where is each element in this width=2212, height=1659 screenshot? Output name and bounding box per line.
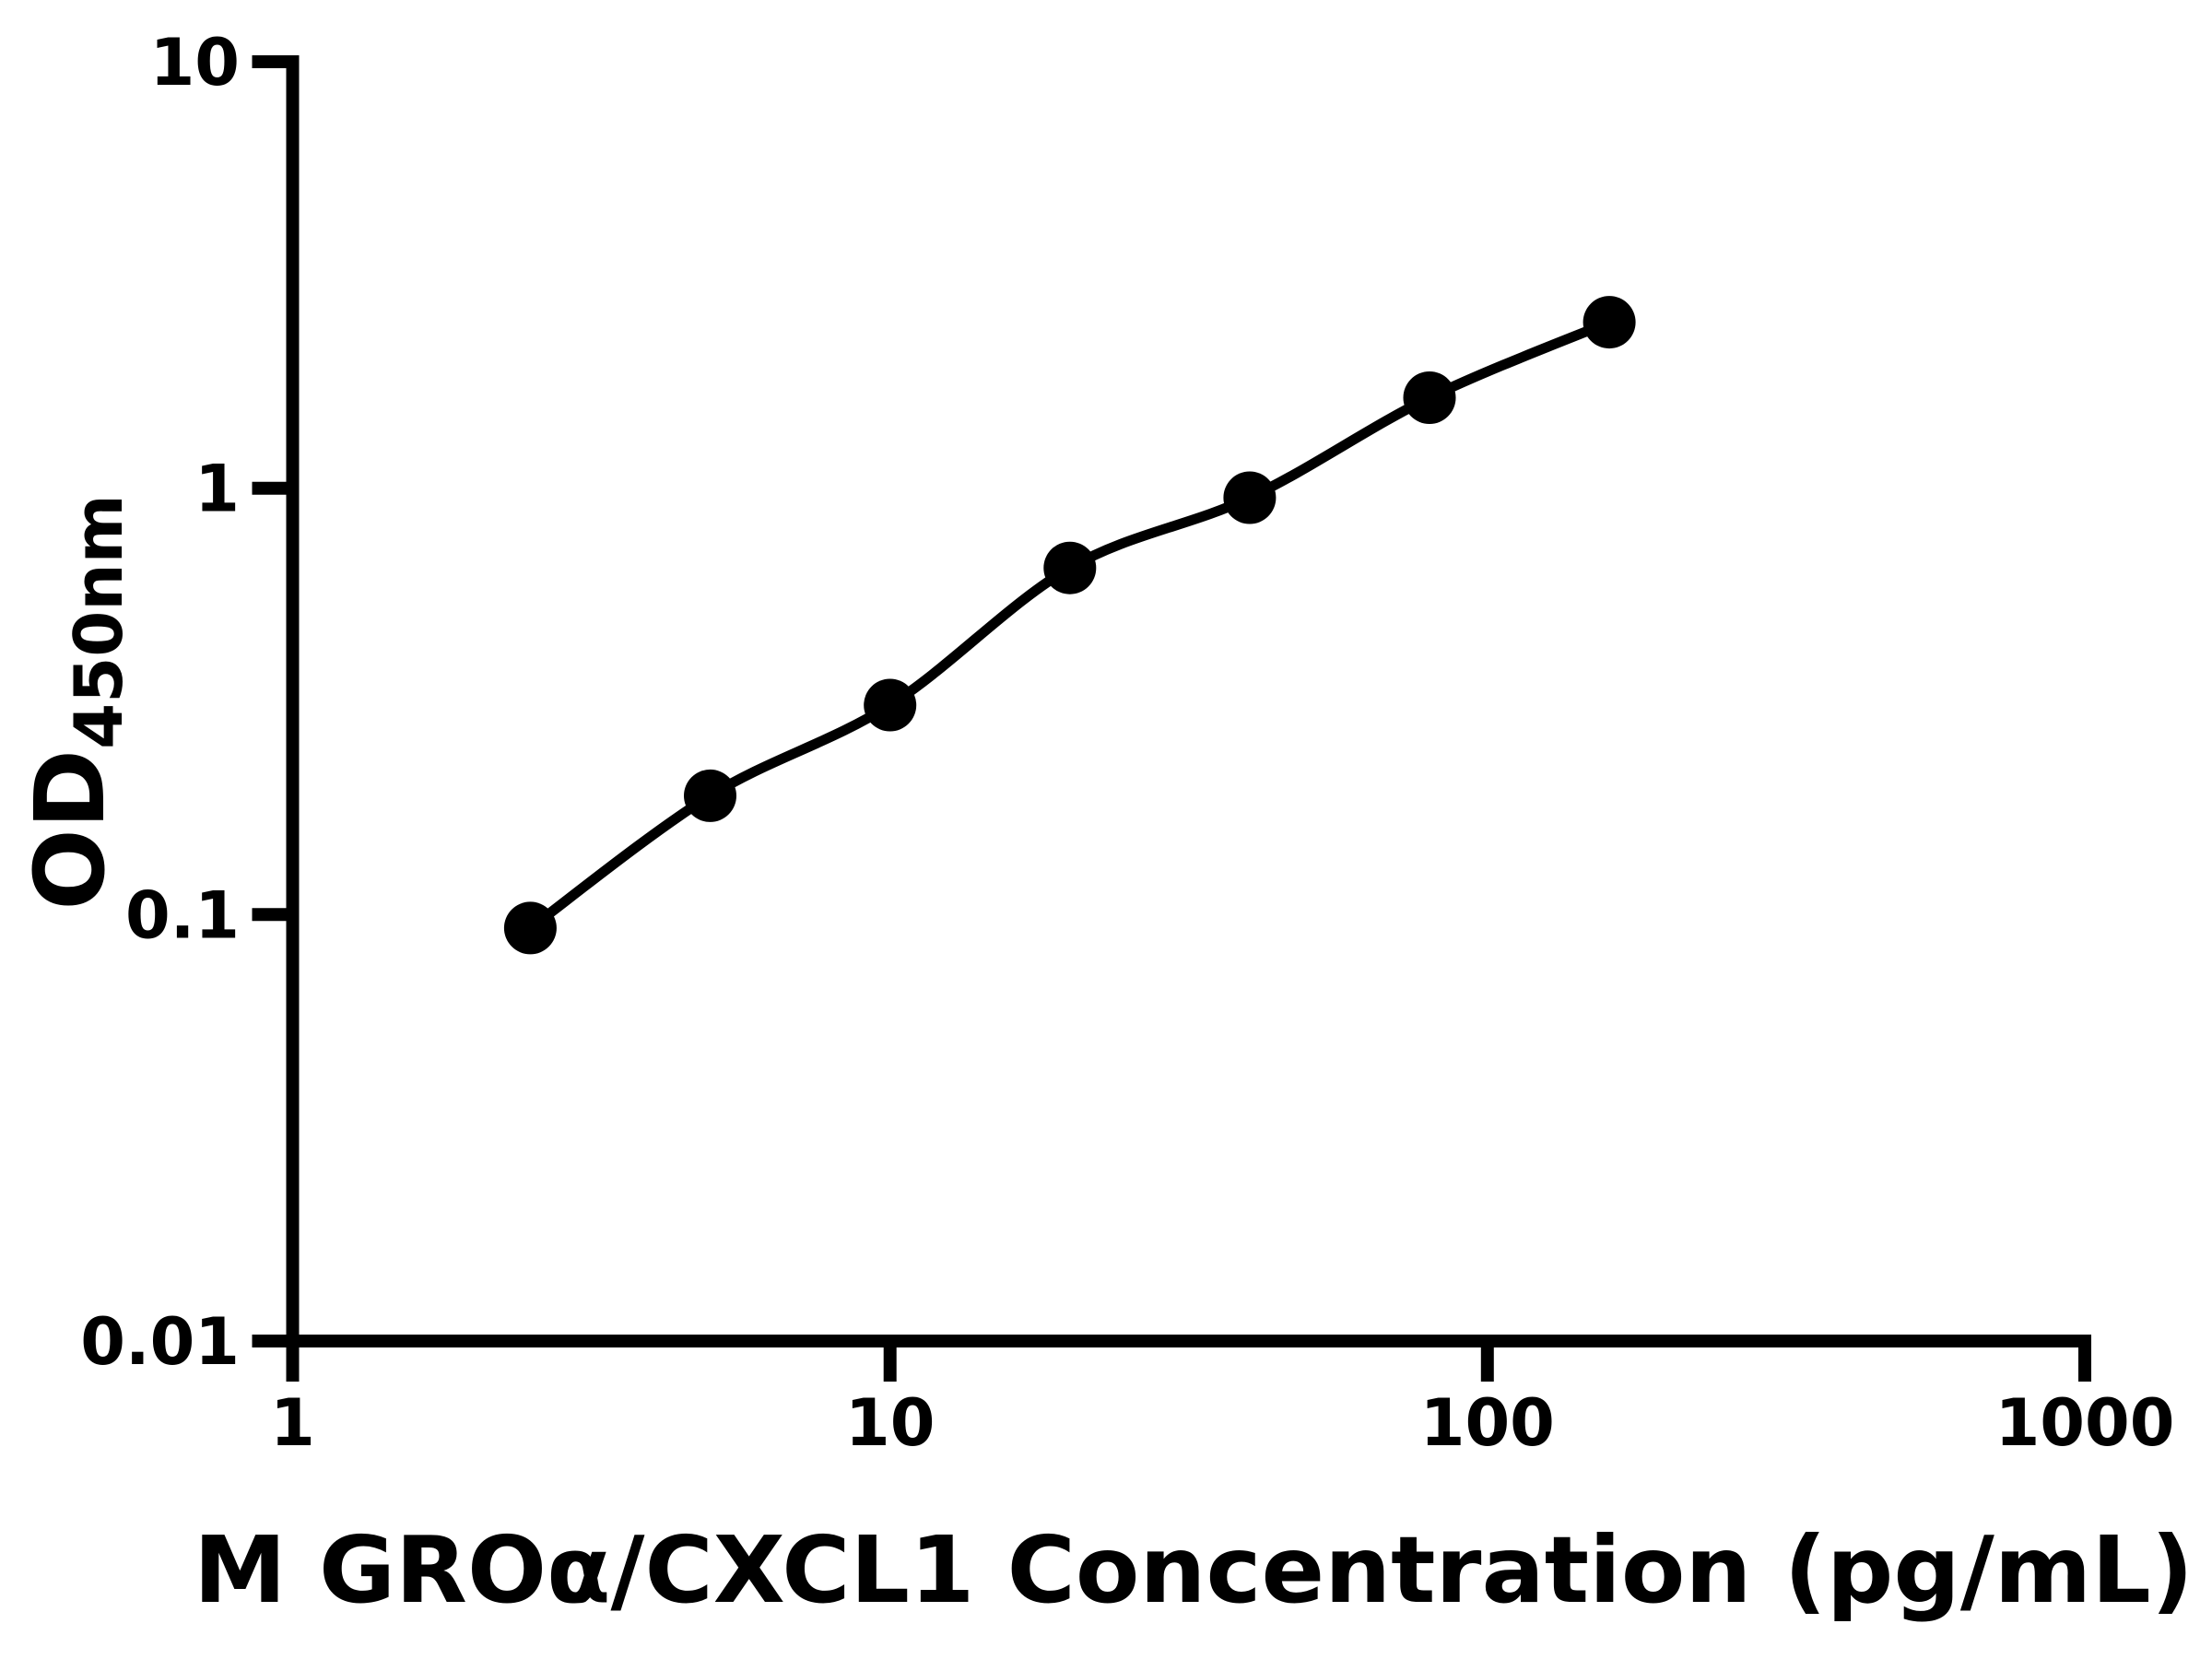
y-axis-title-subscript: 450nm: [60, 494, 137, 749]
x-tick-label-1: 1: [270, 1385, 315, 1461]
x-tick-label-1000: 1000: [1995, 1385, 2175, 1461]
data-point-10: [864, 678, 917, 732]
y-tick-label-0.01: 0.01: [80, 1304, 240, 1380]
data-point-160: [1583, 296, 1636, 349]
x-tick-label-100: 100: [1420, 1385, 1555, 1461]
y-tick-label-10: 10: [150, 25, 240, 100]
x-axis-ticks: 1 10 100 1000: [270, 1341, 2174, 1461]
data-points: [503, 296, 1636, 955]
data-point-80: [1403, 371, 1456, 424]
y-axis-title-base: OD: [14, 749, 126, 911]
y-axis-ticks: 10 1 0.1 0.01: [80, 25, 293, 1380]
x-axis-title: M GROα/CXCL1 Concentration (pg/mL): [194, 1516, 2194, 1624]
data-point-5: [684, 769, 736, 822]
data-point-20: [1043, 541, 1097, 594]
y-axis-title: OD450nm: [14, 494, 137, 910]
y-tick-label-0.1: 0.1: [125, 877, 240, 953]
data-point-40: [1223, 471, 1277, 524]
x-tick-label-10: 10: [845, 1385, 935, 1461]
data-point-2.5: [503, 901, 557, 955]
y-tick-label-1: 1: [194, 452, 240, 527]
